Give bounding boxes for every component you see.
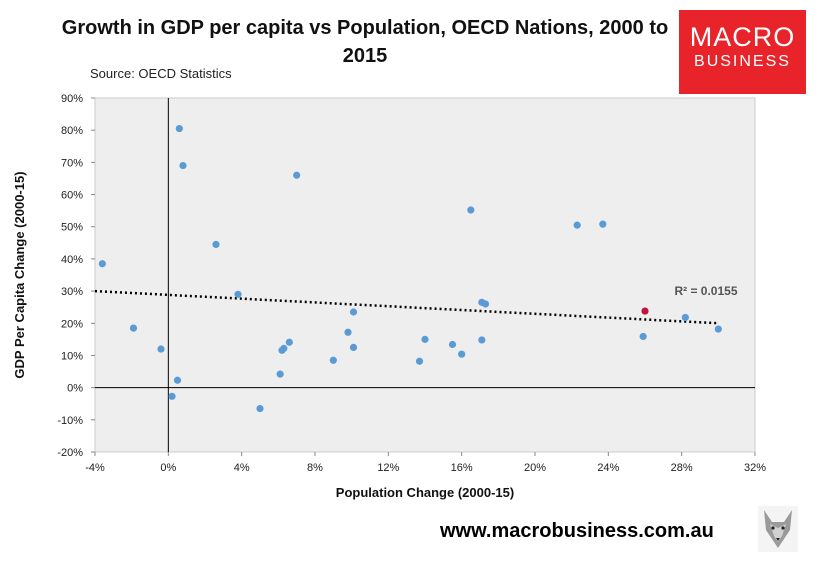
logo-line1: MACRO: [689, 22, 796, 52]
data-point: [421, 335, 429, 343]
data-point: [129, 324, 138, 332]
data-point: [467, 206, 475, 214]
x-tick-label: 4%: [234, 462, 250, 474]
data-point: [276, 370, 284, 378]
x-axis-title: Population Change (2000-15): [336, 485, 514, 500]
data-point: [599, 220, 607, 228]
data-point: [173, 376, 182, 384]
data-point: [212, 240, 220, 249]
y-tick-label: 30%: [61, 286, 83, 298]
data-point: [349, 308, 358, 316]
data-point: [344, 328, 352, 336]
trendline: [94, 289, 719, 325]
axes-group: [91, 97, 756, 456]
y-tick-label: 20%: [61, 318, 83, 330]
x-tick-label: 24%: [597, 462, 619, 474]
data-point: [478, 336, 486, 344]
data-point: [175, 124, 183, 133]
data-point: [157, 345, 165, 353]
data-point: [256, 404, 264, 413]
x-tick-label: 12%: [377, 462, 399, 474]
trendline-group: [94, 289, 719, 325]
chart-title: Growth in GDP per capita vs Population, …: [61, 17, 669, 67]
data-point: [293, 171, 301, 179]
y-tick-label: -20%: [57, 447, 83, 459]
data-point: [714, 325, 722, 333]
x-tick-label: 32%: [744, 462, 766, 474]
data-point: [448, 340, 457, 349]
x-tick-label: -4%: [85, 462, 105, 474]
logo-line2: BUSINESS: [694, 53, 791, 70]
x-tick-label: 20%: [524, 462, 546, 474]
tick-labels-group: -4% 0% 4% 8% 12% 16% 20% 24% 28% 32% -20% -10% 0% 10%…: [57, 93, 766, 474]
wolf-icon: [758, 506, 798, 552]
x-tick-label: 28%: [671, 462, 693, 474]
y-tick-label: 0%: [67, 383, 83, 395]
y-tick-label: 40%: [61, 254, 83, 266]
data-point: [349, 343, 358, 352]
y-tick-label: 80%: [61, 125, 83, 137]
data-point: [234, 290, 242, 298]
data-point: [98, 260, 106, 268]
r-squared-annotation: R² = 0.0155: [674, 284, 737, 298]
data-point: [415, 357, 424, 365]
data-point: [179, 161, 187, 170]
y-tick-label: 10%: [61, 350, 83, 362]
data-point: [280, 344, 288, 352]
plot-area: [94, 97, 756, 453]
data-point: [329, 356, 337, 364]
x-tick-label: 0%: [160, 462, 176, 474]
data-point-highlight: [641, 307, 649, 315]
website-url[interactable]: www.macrobusiness.com.au: [440, 520, 714, 542]
data-point: [285, 338, 293, 346]
y-axis-title: GDP Per Capita Change (2000-15): [12, 171, 27, 378]
source-note: Source: OECD Statistics: [90, 66, 232, 81]
y-tick-label: 50%: [61, 222, 83, 234]
data-point: [639, 332, 647, 341]
y-tick-label: -10%: [57, 415, 83, 427]
x-tick-label: 16%: [451, 462, 473, 474]
x-tick-label: 8%: [307, 462, 323, 474]
y-tick-label: 90%: [61, 93, 83, 105]
points-group: [98, 124, 722, 413]
y-tick-label: 60%: [61, 190, 83, 202]
data-point: [481, 300, 490, 308]
data-point: [168, 392, 176, 400]
data-point: [573, 221, 581, 229]
y-tick-label: 70%: [61, 157, 83, 169]
macrobusiness-logo[interactable]: MACRO BUSINESS: [679, 10, 806, 94]
data-point: [681, 313, 689, 322]
data-point: [458, 350, 466, 358]
